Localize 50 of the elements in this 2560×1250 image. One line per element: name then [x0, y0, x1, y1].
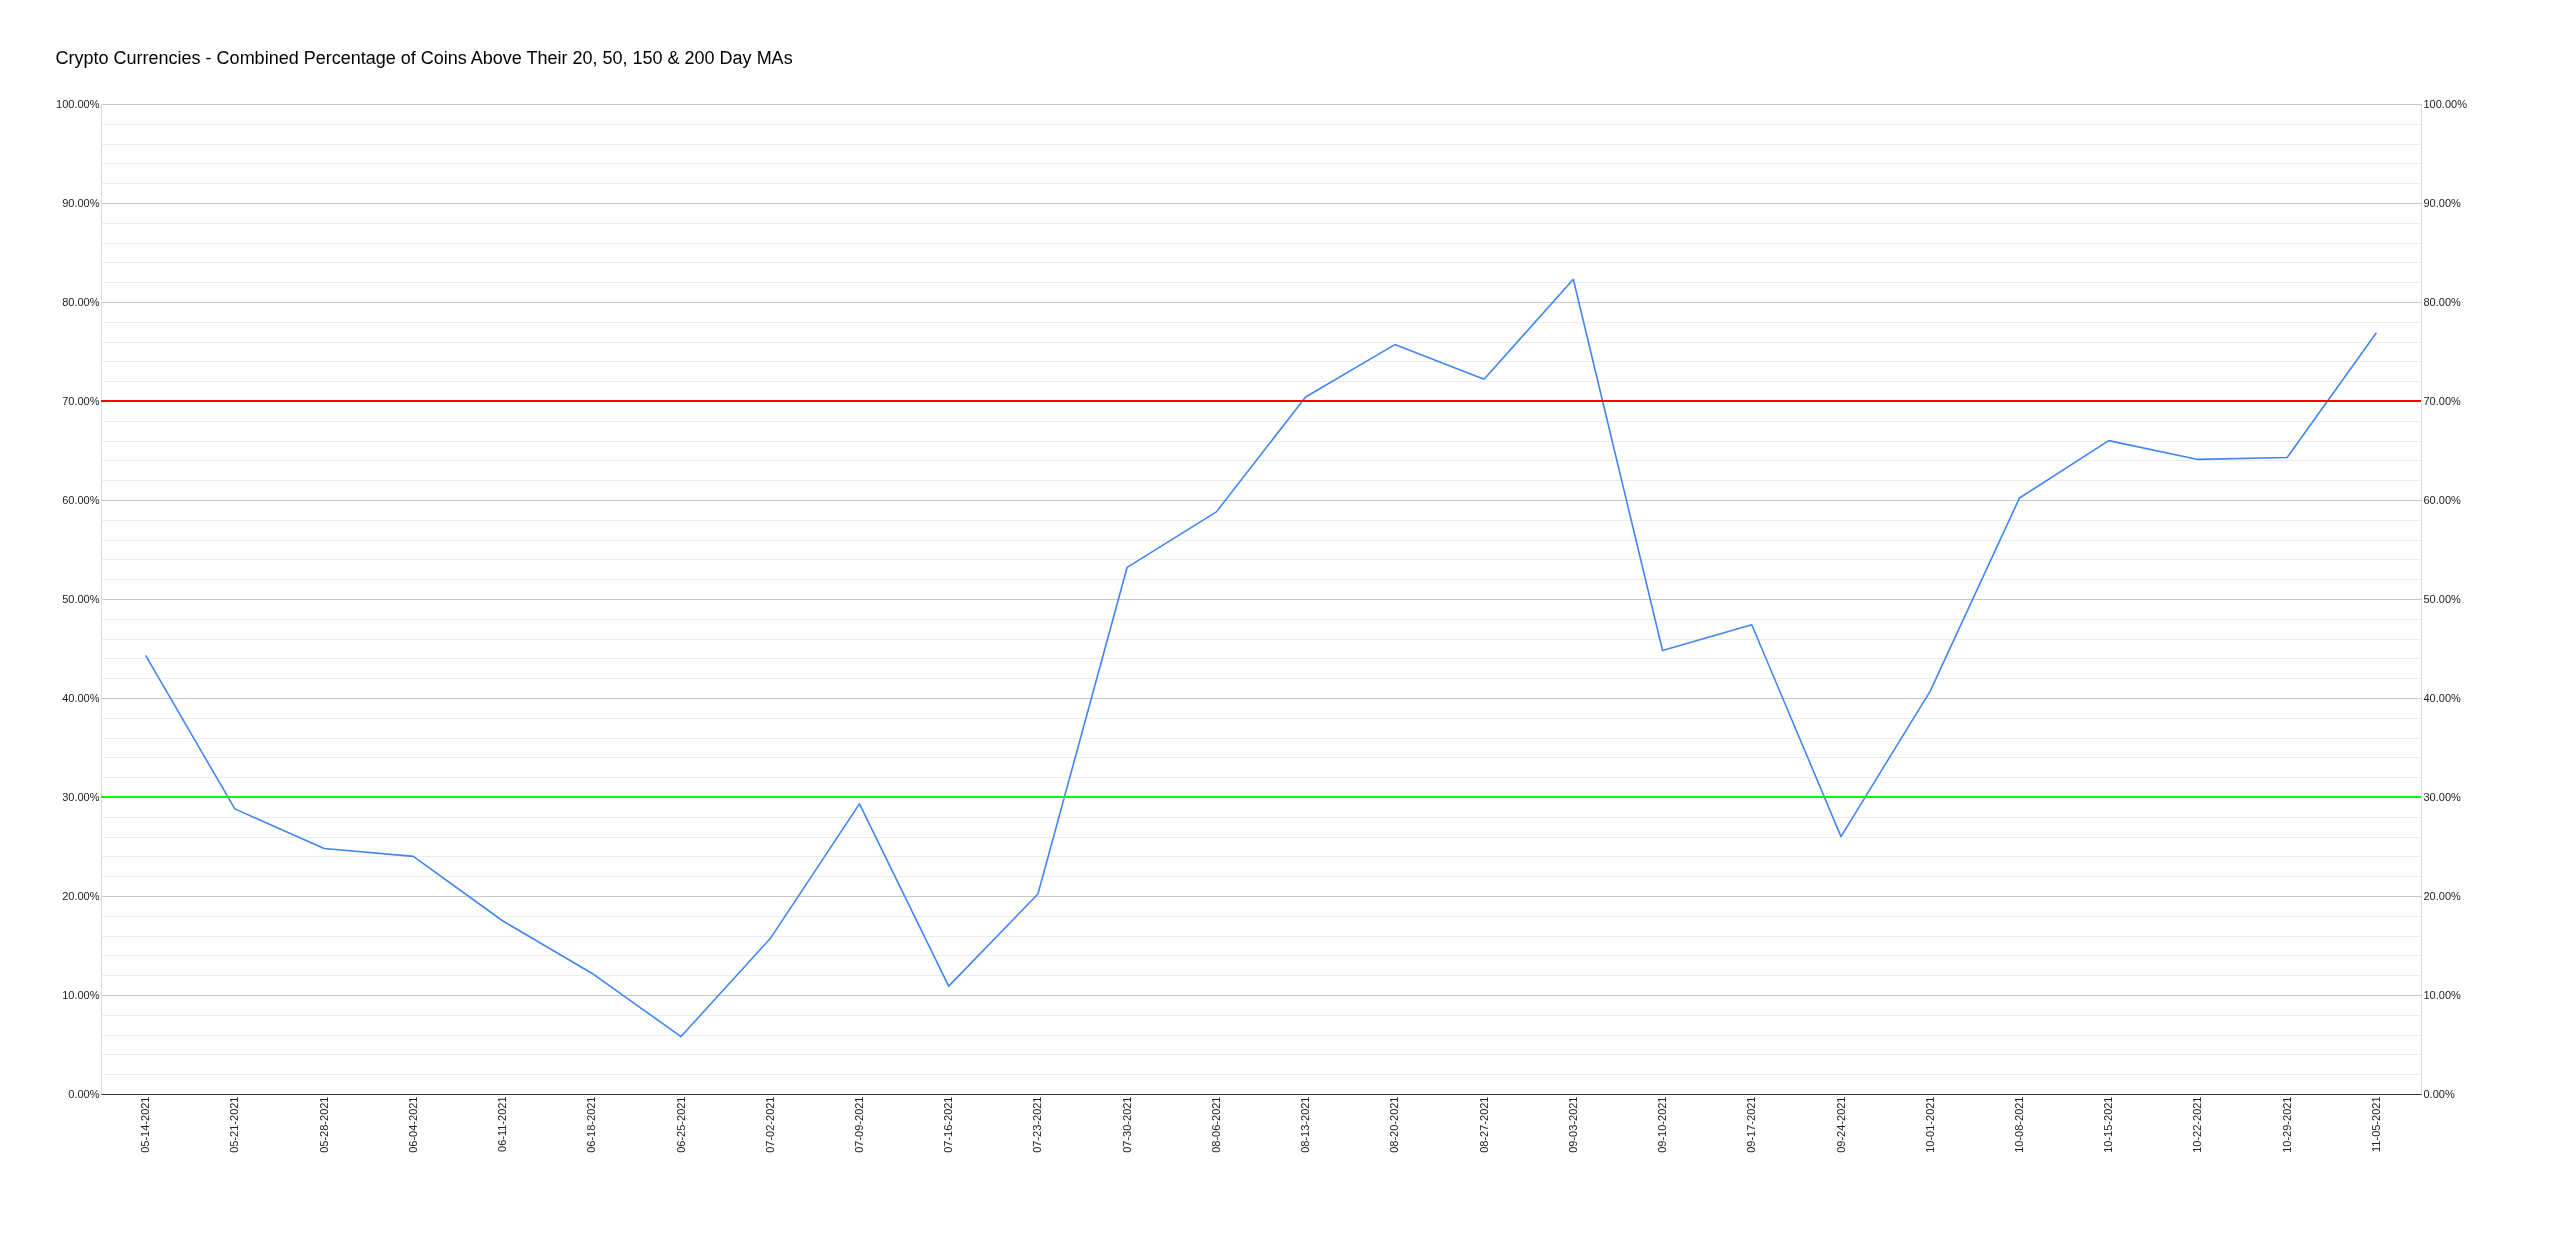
- y2-tick-label: 70.00%: [2423, 394, 2462, 407]
- x-tick-label: 06-25-2021: [674, 1096, 687, 1153]
- x-tick-label: 06-11-2021: [496, 1096, 509, 1152]
- chart-title: Crypto Currencies - Combined Percentage of Coins Above Their 20, 50, 150 & 200 Day MAs: [55, 48, 793, 68]
- x-tick-label: 08-06-2021: [1209, 1096, 1222, 1153]
- y-tick-label: 80.00%: [62, 295, 100, 308]
- y2-tick-label: 10.00%: [2423, 988, 2462, 1001]
- x-tick-label: 06-18-2021: [585, 1096, 598, 1153]
- x-tick-label: 10-22-2021: [2191, 1096, 2204, 1153]
- x-tick-label: 11-05-2021: [2369, 1096, 2382, 1152]
- x-tick-label: 07-16-2021: [942, 1096, 955, 1153]
- y2-tick-label: 100.00%: [2423, 97, 2468, 110]
- x-tick-label: 10-29-2021: [2280, 1096, 2293, 1153]
- x-tick-label: 10-15-2021: [2102, 1096, 2115, 1153]
- y-tick-label: 20.00%: [62, 889, 100, 902]
- x-tick-label: 10-01-2021: [1923, 1096, 1936, 1153]
- y2-tick-label: 50.00%: [2423, 592, 2462, 605]
- x-tick-label: 07-30-2021: [1120, 1096, 1133, 1153]
- x-tick-label: 08-27-2021: [1477, 1096, 1490, 1153]
- x-tick-label: 05-14-2021: [139, 1096, 152, 1153]
- y-tick-label: 50.00%: [62, 592, 100, 605]
- y-tick-label: 10.00%: [62, 988, 100, 1001]
- x-tick-label: 09-10-2021: [1656, 1096, 1669, 1153]
- y2-tick-label: 60.00%: [2423, 493, 2462, 506]
- line-series: [144, 278, 2378, 1038]
- x-tick-label: 09-03-2021: [1566, 1096, 1579, 1153]
- y-tick-label: 70.00%: [62, 394, 100, 407]
- x-tick-label: 07-02-2021: [763, 1096, 776, 1153]
- x-tick-label: 07-23-2021: [1031, 1096, 1044, 1153]
- y2-tick-label: 80.00%: [2423, 295, 2462, 308]
- x-tick-label: 06-04-2021: [406, 1096, 419, 1153]
- y-tick-label: 60.00%: [62, 493, 100, 506]
- y2-tick-label: 30.00%: [2423, 790, 2462, 803]
- x-tick-label: 07-09-2021: [852, 1096, 865, 1153]
- y2-tick-label: 40.00%: [2423, 691, 2462, 704]
- y2-tick-label: 20.00%: [2423, 889, 2462, 902]
- x-tick-label: 10-08-2021: [2012, 1096, 2025, 1153]
- y-tick-label: 0.00%: [68, 1087, 100, 1100]
- y-tick-label: 40.00%: [62, 691, 100, 704]
- x-tick-label: 05-28-2021: [317, 1096, 330, 1153]
- y2-tick-label: 0.00%: [2423, 1087, 2455, 1100]
- x-tick-label: 09-17-2021: [1745, 1096, 1758, 1153]
- x-tick-label: 09-24-2021: [1834, 1096, 1847, 1153]
- y-tick-label: 90.00%: [62, 196, 100, 209]
- x-tick-label: 08-13-2021: [1299, 1096, 1312, 1153]
- y-tick-label: 30.00%: [62, 790, 100, 803]
- x-tick-label: 08-20-2021: [1388, 1096, 1401, 1153]
- y-tick-label: 100.00%: [56, 97, 100, 110]
- x-tick-label: 05-21-2021: [228, 1096, 241, 1153]
- y2-tick-label: 90.00%: [2423, 196, 2462, 209]
